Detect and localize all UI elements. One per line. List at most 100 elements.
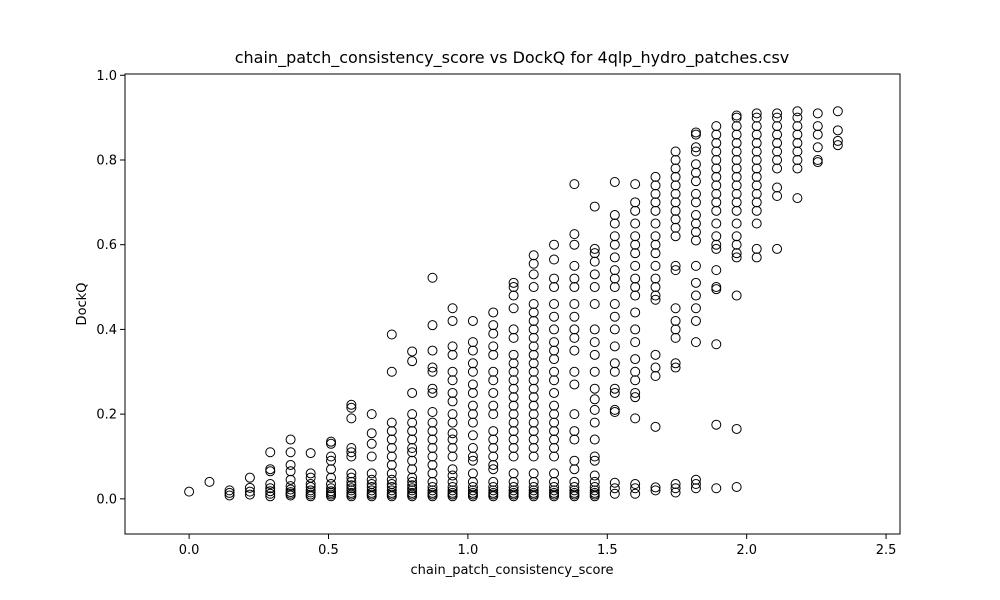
data-point: [589, 256, 600, 267]
data-point: [427, 407, 438, 418]
data-point: [569, 481, 580, 492]
data-point: [549, 299, 560, 309]
data-point: [244, 472, 255, 483]
data-point: [731, 110, 742, 121]
data-point: [326, 464, 337, 475]
data-point: [528, 366, 539, 377]
data-point: [386, 417, 397, 428]
data-point: [528, 426, 539, 437]
data-point: [488, 464, 499, 475]
data-point: [427, 426, 438, 437]
data-point: [670, 222, 681, 233]
data-point: [630, 218, 641, 229]
data-point: [772, 243, 783, 254]
data-point: [711, 419, 722, 430]
data-point: [751, 108, 762, 119]
data-point: [467, 468, 478, 479]
x-axis-label: chain_patch_consistency_score: [410, 563, 613, 578]
data-point: [731, 138, 742, 149]
data-point: [305, 479, 316, 490]
data-point: [569, 476, 580, 487]
data-point: [589, 470, 600, 481]
data-point: [609, 210, 620, 221]
data-point: [731, 121, 742, 132]
data-point: [792, 112, 803, 123]
data-point: [488, 349, 499, 360]
data-point: [508, 487, 519, 498]
y-tick-label: 0.0: [96, 492, 117, 507]
data-point: [447, 485, 458, 496]
data-point: [366, 468, 377, 479]
data-point: [731, 154, 742, 165]
data-point: [265, 479, 276, 490]
data-point: [589, 455, 600, 466]
data-point: [630, 273, 641, 284]
data-point: [569, 434, 580, 445]
data-point: [751, 129, 762, 140]
data-point: [650, 421, 661, 432]
data-point: [386, 468, 397, 479]
data-point: [670, 146, 681, 157]
data-point: [528, 476, 539, 487]
data-point: [427, 272, 438, 283]
data-point: [224, 490, 235, 501]
data-point: [609, 483, 620, 494]
data-point: [589, 451, 600, 462]
data-point: [670, 214, 681, 225]
data-point: [488, 375, 499, 386]
data-point: [549, 354, 560, 365]
data-point: [630, 324, 641, 335]
data-point: [265, 466, 276, 477]
data-point: [772, 163, 783, 174]
data-point: [711, 163, 722, 174]
data-point: [407, 472, 418, 483]
data-point: [427, 487, 438, 498]
data-point: [508, 485, 519, 496]
data-point: [488, 459, 499, 470]
data-point: [690, 260, 701, 271]
data-point: [285, 474, 296, 485]
data-point: [386, 434, 397, 445]
data-point: [427, 366, 438, 377]
data-point: [549, 375, 560, 386]
data-point: [346, 480, 357, 491]
data-point: [751, 112, 762, 123]
data-point: [711, 188, 722, 199]
data-point: [690, 337, 701, 348]
data-point: [690, 315, 701, 326]
data-point: [508, 332, 519, 343]
data-point: [609, 239, 620, 250]
data-point: [832, 106, 843, 117]
data-point: [650, 171, 661, 182]
data-point: [427, 345, 438, 356]
data-point: [569, 179, 580, 190]
data-point: [711, 146, 722, 157]
data-point: [670, 163, 681, 174]
data-point: [690, 129, 701, 140]
data-point: [630, 205, 641, 216]
data-point: [305, 485, 316, 496]
data-point: [630, 488, 641, 499]
data-point: [650, 218, 661, 229]
data-point: [346, 472, 357, 483]
data-point: [772, 108, 783, 119]
data-point: [630, 375, 641, 386]
data-point: [488, 481, 499, 492]
data-point: [589, 485, 600, 496]
data-point: [549, 254, 560, 265]
data-point: [386, 451, 397, 462]
data-point: [589, 476, 600, 487]
data-point: [326, 438, 337, 449]
data-point: [650, 197, 661, 208]
data-point: [447, 349, 458, 360]
data-point: [386, 479, 397, 490]
data-point: [467, 455, 478, 466]
data-point: [690, 226, 701, 237]
data-point: [528, 299, 539, 309]
data-point: [569, 332, 580, 343]
data-point: [447, 434, 458, 445]
data-point: [285, 447, 296, 458]
data-point: [711, 218, 722, 229]
data-point: [447, 409, 458, 420]
data-point: [528, 315, 539, 326]
